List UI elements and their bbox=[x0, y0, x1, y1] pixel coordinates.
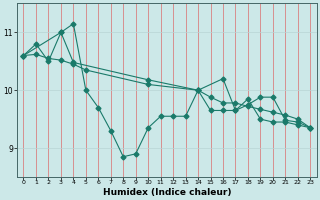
X-axis label: Humidex (Indice chaleur): Humidex (Indice chaleur) bbox=[103, 188, 231, 197]
